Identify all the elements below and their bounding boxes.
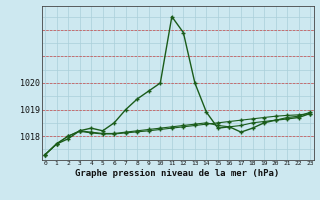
X-axis label: Graphe pression niveau de la mer (hPa): Graphe pression niveau de la mer (hPa) (76, 169, 280, 178)
